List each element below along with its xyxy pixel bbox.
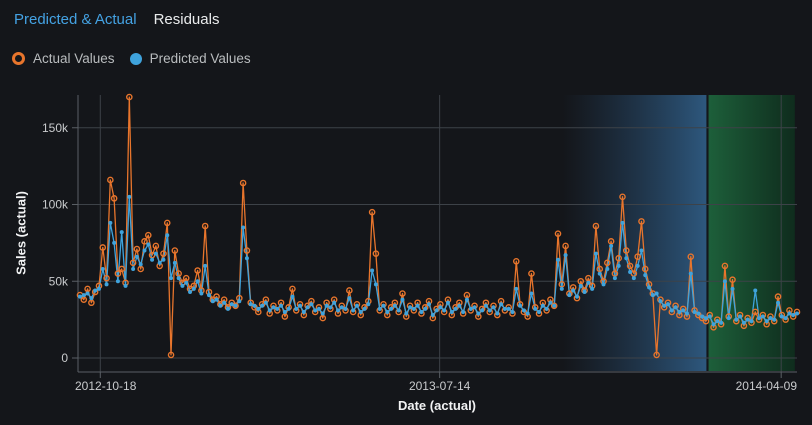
- legend-label-actual: Actual Values: [33, 51, 115, 66]
- predicted-series-markers: [78, 194, 799, 327]
- predicted-values-marker-icon: [129, 52, 142, 65]
- y-tick-label: 0: [61, 351, 68, 365]
- legend-item-actual[interactable]: Actual Values: [12, 51, 115, 66]
- y-axis-title: Sales (actual): [13, 191, 29, 275]
- predicted-series-line: [79, 196, 798, 325]
- holdout-window-band: [708, 95, 795, 371]
- y-tick-label: 50k: [49, 274, 69, 288]
- actual-values-marker-icon: [12, 52, 25, 65]
- x-tick-label: 2012-10-18: [75, 379, 137, 393]
- legend-label-predicted: Predicted Values: [149, 51, 251, 66]
- tab-predicted-and-actual[interactable]: Predicted & Actual: [14, 11, 137, 28]
- x-tick-label: 2013-07-14: [409, 379, 471, 393]
- chart-tabs: Predicted & Actual Residuals: [14, 11, 219, 28]
- x-tick-label: 2014-04-09: [736, 379, 798, 393]
- legend-item-predicted[interactable]: Predicted Values: [129, 51, 251, 66]
- tab-residuals[interactable]: Residuals: [153, 11, 220, 28]
- x-axis-title: Date (actual): [397, 398, 477, 413]
- y-tick-label: 100k: [42, 198, 69, 212]
- y-tick-label: 150k: [42, 121, 69, 135]
- validation-window-band: [562, 95, 707, 371]
- chart-legend: Actual Values Predicted Values: [12, 51, 251, 66]
